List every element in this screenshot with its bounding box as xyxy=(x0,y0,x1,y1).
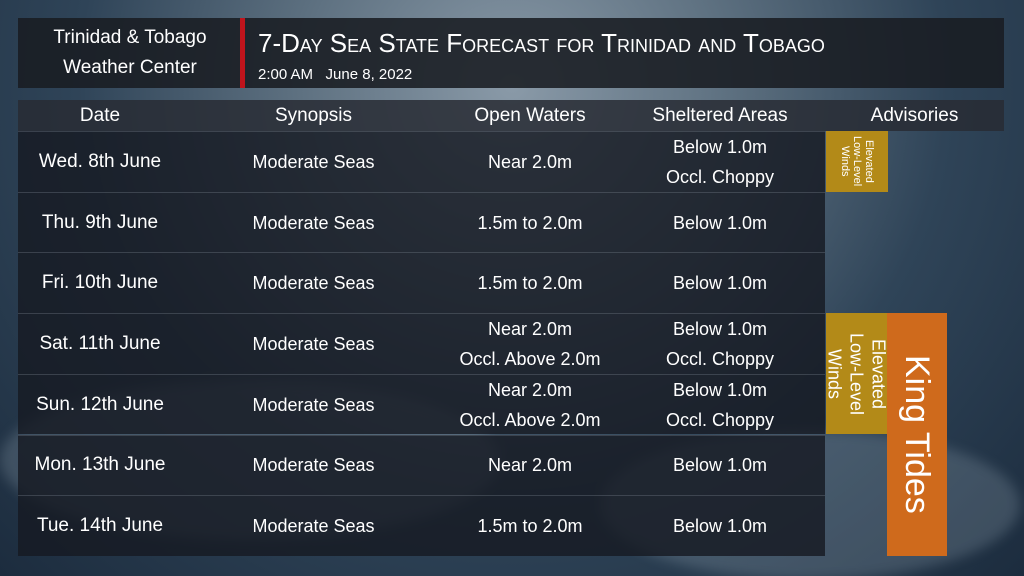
cell-line: Near 2.0m xyxy=(487,318,573,339)
table-cell: 1.5m to 2.0m xyxy=(445,252,615,314)
table-cell: Thu. 9th June xyxy=(18,191,182,253)
column-header: Date xyxy=(18,100,182,131)
table-cell: Near 2.0m xyxy=(445,434,615,496)
table-cell: Moderate Seas xyxy=(182,313,445,374)
cell-line: 1.5m to 2.0m xyxy=(477,212,583,233)
cell-line: Below 1.0m xyxy=(672,273,768,294)
cell-line: Below 1.0m xyxy=(672,455,768,476)
advisory: King Tides xyxy=(887,313,947,556)
cell-line: Occl. Choppy xyxy=(665,348,775,369)
header-panel xyxy=(18,18,1004,88)
table-cell: Below 1.0m xyxy=(615,434,825,496)
cell-line: Below 1.0m xyxy=(672,212,768,233)
table-cell: Moderate Seas xyxy=(182,495,445,556)
table-cell: Wed. 8th June xyxy=(18,131,182,192)
table-cell: Fri. 10th June xyxy=(18,252,182,314)
table-cell: Below 1.0m xyxy=(615,252,825,314)
table-cell: Moderate Seas xyxy=(182,434,445,496)
cell-line: Near 2.0m xyxy=(487,151,573,172)
table-cell: Near 2.0m xyxy=(445,131,615,192)
cell-line: Below 1.0m xyxy=(672,318,768,339)
table-cell: Sat. 11th June xyxy=(18,313,182,374)
table-cell: Moderate Seas xyxy=(182,252,445,314)
cell-line: Occl. Choppy xyxy=(665,166,775,187)
cell-line: 1.5m to 2.0m xyxy=(477,273,583,294)
table-cell: 1.5m to 2.0m xyxy=(445,495,615,556)
issue-time: 2:00 AM June 8, 2022 xyxy=(258,66,413,83)
column-header: Sheltered Areas xyxy=(615,100,825,131)
organization-line: Trinidad & Tobago xyxy=(53,27,207,48)
table-cell: Moderate Seas xyxy=(182,131,445,192)
organization-line: Weather Center xyxy=(63,57,197,78)
table-cell: Below 1.0m Occl. Choppy xyxy=(615,313,825,374)
table-cell: Below 1.0m Occl. Choppy xyxy=(615,373,825,435)
table-cell: Below 1.0m xyxy=(615,495,825,556)
cell-line: Occl. Above 2.0m xyxy=(459,409,601,430)
table-cell: Near 2.0m Occl. Above 2.0m xyxy=(445,313,615,374)
column-header: Advisories xyxy=(825,100,1004,131)
title: 7-Day Sea State Forecast for Trinidad an… xyxy=(258,28,825,58)
cell-line: Below 1.0m xyxy=(672,379,768,400)
table-cell: 1.5m to 2.0m xyxy=(445,191,615,253)
advisory: Elevated Low-Level Winds xyxy=(826,131,888,192)
cell-line: 1.5m to 2.0m xyxy=(477,516,583,537)
cell-line: Near 2.0m xyxy=(487,455,573,476)
table-cell: Sun. 12th June xyxy=(18,373,182,435)
cell-line: Below 1.0m xyxy=(672,516,768,537)
column-header: Open Waters xyxy=(445,100,615,131)
column-header: Synopsis xyxy=(182,100,445,131)
organization: Trinidad & Tobago Weather Center xyxy=(18,18,242,88)
cell-line: Near 2.0m xyxy=(487,379,573,400)
cell-line: Occl. Above 2.0m xyxy=(459,348,601,369)
divider xyxy=(240,18,245,88)
table-cell: Moderate Seas xyxy=(182,191,445,253)
table-cell: Below 1.0m xyxy=(615,191,825,253)
table-cell: Moderate Seas xyxy=(182,373,445,435)
advisory: Elevated Low-Level Winds xyxy=(825,313,889,435)
table-cell: Near 2.0m Occl. Above 2.0m xyxy=(445,373,615,435)
cell-line: Below 1.0m xyxy=(672,136,768,157)
table-cell: Mon. 13th June xyxy=(18,434,182,496)
table-cell: Below 1.0m Occl. Choppy xyxy=(615,131,825,192)
cell-line: Occl. Choppy xyxy=(665,409,775,430)
table-cell: Tue. 14th June xyxy=(18,495,182,556)
